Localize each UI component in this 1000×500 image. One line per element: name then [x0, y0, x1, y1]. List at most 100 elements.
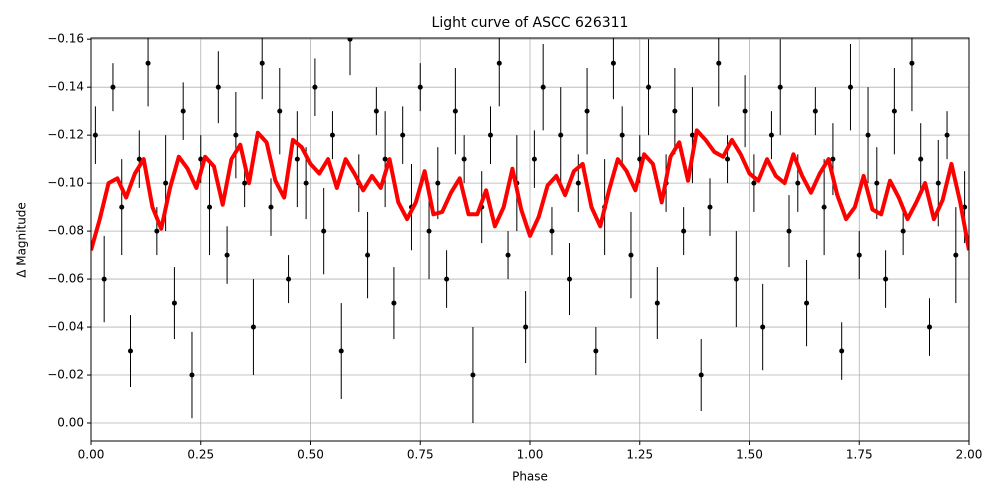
data-point — [198, 156, 204, 162]
data-point — [101, 276, 107, 282]
data-point — [233, 132, 239, 138]
data-point — [417, 84, 423, 90]
x-tick-label: 1.75 — [846, 448, 873, 462]
data-point — [558, 132, 564, 138]
y-tick-label: −0.12 — [47, 128, 84, 142]
data-point — [92, 132, 98, 138]
y-tick-label: −0.16 — [47, 32, 84, 46]
data-point — [654, 300, 660, 306]
data-point — [883, 276, 889, 282]
data-point — [812, 108, 818, 114]
data-point — [110, 84, 116, 90]
x-axis-label: Phase — [512, 470, 548, 484]
x-tick-label: 1.25 — [626, 448, 653, 462]
data-point — [259, 60, 265, 66]
data-point — [672, 108, 678, 114]
data-point — [795, 180, 801, 186]
data-point — [619, 132, 625, 138]
data-point — [505, 252, 511, 258]
data-point — [487, 132, 493, 138]
data-point — [365, 252, 371, 258]
data-point — [716, 60, 722, 66]
data-point — [171, 300, 177, 306]
data-point — [909, 60, 915, 66]
data-point — [373, 108, 379, 114]
data-point — [751, 180, 757, 186]
data-point — [610, 60, 616, 66]
x-tick-label: 0.50 — [297, 448, 324, 462]
y-tick-label: −0.08 — [47, 224, 84, 238]
x-tick-label: 0.25 — [187, 448, 214, 462]
y-tick-label: −0.10 — [47, 176, 84, 190]
data-point — [119, 204, 125, 210]
data-point — [707, 204, 713, 210]
y-axis-label: Δ Magnitude — [15, 202, 29, 278]
y-tick-label: −0.04 — [47, 320, 84, 334]
data-point — [926, 324, 932, 330]
model-curve — [91, 128, 969, 251]
data-point — [593, 348, 599, 354]
data-point — [338, 348, 344, 354]
data-point — [207, 204, 213, 210]
data-point — [646, 84, 652, 90]
data-point — [268, 204, 274, 210]
data-point — [154, 228, 160, 234]
data-point — [329, 132, 335, 138]
data-point — [918, 156, 924, 162]
data-point — [347, 38, 353, 42]
data-point — [145, 60, 151, 66]
data-point — [935, 180, 941, 186]
data-point — [821, 204, 827, 210]
data-point — [128, 348, 134, 354]
data-point — [944, 132, 950, 138]
data-point — [962, 204, 968, 210]
data-point — [136, 156, 142, 162]
data-point — [531, 156, 537, 162]
data-point — [452, 108, 458, 114]
data-point — [303, 180, 309, 186]
data-point — [681, 228, 687, 234]
data-point — [215, 84, 221, 90]
data-point — [286, 276, 292, 282]
data-point — [163, 180, 169, 186]
chart-title: Light curve of ASCC 626311 — [432, 15, 629, 31]
data-point — [470, 372, 476, 378]
x-tick-label: 1.50 — [736, 448, 763, 462]
data-point — [321, 228, 327, 234]
data-point — [768, 132, 774, 138]
data-point — [865, 132, 871, 138]
x-tick-label: 0.75 — [407, 448, 434, 462]
data-point — [312, 84, 318, 90]
data-point — [382, 156, 388, 162]
data-point — [426, 228, 432, 234]
data-point — [400, 132, 406, 138]
data-point — [540, 84, 546, 90]
data-point — [777, 84, 783, 90]
x-tick-label: 0.00 — [78, 448, 105, 462]
data-point — [575, 180, 581, 186]
data-point — [830, 156, 836, 162]
data-point — [786, 228, 792, 234]
data-point — [891, 108, 897, 114]
data-point — [391, 300, 397, 306]
data-point — [584, 108, 590, 114]
data-point — [224, 252, 230, 258]
data-point — [804, 300, 810, 306]
data-point — [242, 180, 248, 186]
x-tick-label: 1.00 — [517, 448, 544, 462]
data-point — [733, 276, 739, 282]
data-point — [523, 324, 529, 330]
data-point — [900, 228, 906, 234]
data-point — [549, 228, 555, 234]
data-point — [953, 252, 959, 258]
data-point — [496, 60, 502, 66]
axes: 0.00 0.25 0.50 0.75 1.00 1.25 1.50 1.75 2.00 0.00… — [47, 32, 982, 462]
data-point — [435, 180, 441, 186]
data-point — [294, 156, 300, 162]
data-point — [856, 252, 862, 258]
y-tick-label: −0.02 — [47, 368, 84, 382]
data-point — [250, 324, 256, 330]
data-point — [760, 324, 766, 330]
data-point — [874, 180, 880, 186]
y-tick-label: −0.14 — [47, 80, 84, 94]
